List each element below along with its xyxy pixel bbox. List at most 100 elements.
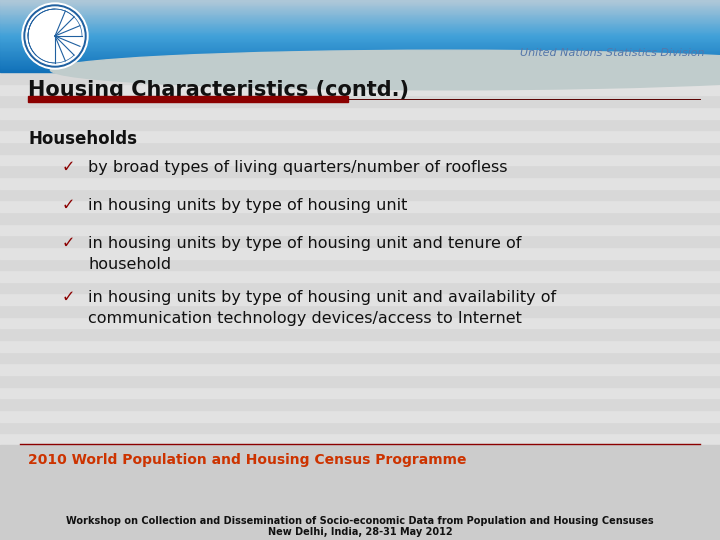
Bar — [0, 119, 720, 130]
Text: 2010 World Population and Housing Census Programme: 2010 World Population and Housing Census… — [28, 453, 467, 467]
Bar — [0, 52, 720, 55]
Text: Workshop on Collection and Dissemination of Socio-economic Data from Population : Workshop on Collection and Dissemination… — [66, 516, 654, 526]
Bar — [0, 63, 720, 66]
Bar — [0, 59, 720, 61]
Bar — [0, 36, 720, 39]
Bar — [0, 21, 720, 23]
Bar — [0, 26, 720, 29]
Bar — [0, 22, 720, 24]
Bar — [0, 130, 720, 142]
Bar — [0, 352, 720, 363]
Bar — [0, 67, 720, 69]
Bar — [0, 28, 720, 31]
Bar — [0, 55, 720, 58]
Bar — [0, 25, 720, 27]
Bar — [0, 410, 720, 422]
Bar — [0, 422, 720, 433]
Bar — [0, 56, 720, 58]
Circle shape — [26, 7, 84, 65]
Bar — [0, 387, 720, 399]
Bar — [0, 60, 720, 63]
Bar — [0, 14, 720, 16]
Bar — [0, 72, 720, 84]
Bar — [0, 200, 720, 212]
Bar — [0, 60, 720, 62]
Bar — [0, 45, 720, 48]
Bar — [0, 65, 720, 68]
Text: Households: Households — [28, 130, 137, 148]
Bar — [0, 6, 720, 8]
Bar — [0, 363, 720, 375]
Bar — [0, 17, 720, 20]
Bar — [0, 41, 720, 43]
Bar — [0, 35, 720, 37]
Bar — [0, 33, 720, 36]
Bar — [0, 24, 720, 26]
Bar — [0, 57, 720, 59]
Bar — [0, 25, 720, 28]
Bar — [0, 58, 720, 60]
Bar — [0, 142, 720, 153]
Bar — [0, 153, 720, 165]
Bar — [0, 165, 720, 177]
Bar — [0, 1, 720, 4]
Text: ✓: ✓ — [61, 198, 75, 213]
Bar — [0, 96, 720, 107]
Bar — [0, 0, 720, 1]
Bar — [0, 51, 720, 53]
Text: ✓: ✓ — [61, 290, 75, 305]
Bar — [0, 18, 720, 21]
Bar — [0, 47, 720, 50]
Bar — [0, 13, 720, 15]
Bar — [0, 259, 720, 270]
Text: New Delhi, India, 28-31 May 2012: New Delhi, India, 28-31 May 2012 — [268, 527, 452, 537]
Bar — [0, 10, 720, 12]
Bar — [0, 328, 720, 340]
Bar — [0, 33, 720, 35]
Bar — [0, 188, 720, 200]
Text: in housing units by type of housing unit and tenure of
household: in housing units by type of housing unit… — [88, 236, 521, 272]
Text: ✓: ✓ — [61, 160, 75, 175]
Bar — [0, 5, 720, 7]
Bar — [0, 44, 720, 46]
Bar — [0, 282, 720, 293]
Bar — [0, 399, 720, 410]
Bar — [0, 177, 720, 188]
Bar — [0, 31, 720, 33]
Bar — [0, 84, 720, 96]
Bar — [0, 3, 720, 5]
Bar — [0, 68, 720, 70]
Bar — [0, 11, 720, 14]
Bar — [0, 36, 720, 38]
Bar — [0, 55, 720, 57]
Bar — [0, 20, 720, 23]
Bar — [0, 44, 720, 47]
Circle shape — [22, 3, 88, 69]
Bar — [0, 270, 720, 282]
Bar — [0, 39, 720, 42]
Bar — [0, 235, 720, 247]
Bar — [0, 28, 720, 30]
Bar — [0, 69, 720, 71]
Bar — [0, 445, 720, 540]
Bar — [0, 38, 720, 40]
Bar — [0, 70, 720, 72]
Bar — [0, 293, 720, 305]
Text: by broad types of living quarters/number of roofless: by broad types of living quarters/number… — [88, 160, 508, 175]
Bar — [28, 96, 348, 102]
Bar — [0, 9, 720, 11]
Bar — [0, 66, 720, 69]
Bar — [0, 64, 720, 66]
Bar — [0, 43, 720, 45]
Bar — [0, 17, 720, 19]
Bar — [0, 19, 720, 22]
Bar — [0, 62, 720, 64]
Bar — [0, 9, 720, 12]
Text: United Nations Statistics Division: United Nations Statistics Division — [521, 48, 705, 58]
Bar — [0, 29, 720, 31]
Bar — [0, 15, 720, 17]
Bar — [0, 16, 720, 18]
Bar — [0, 247, 720, 259]
Bar — [0, 32, 720, 34]
Bar — [0, 46, 720, 49]
